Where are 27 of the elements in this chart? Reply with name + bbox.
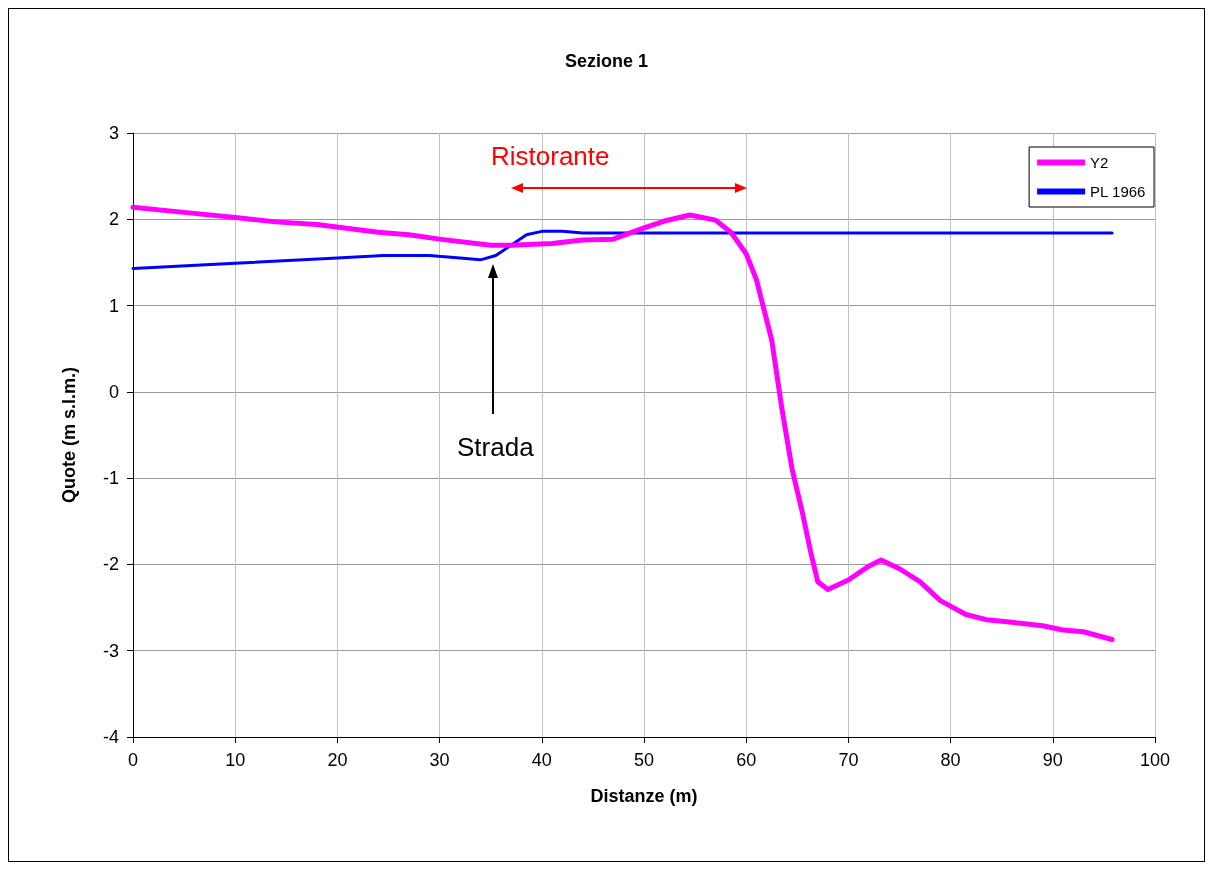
line-series <box>131 229 1114 270</box>
annotation: Strada <box>457 432 535 462</box>
annotation: Ristorante <box>491 141 610 171</box>
x-tick-label: 90 <box>1042 750 1063 770</box>
legend-label: Y2 <box>1090 154 1109 171</box>
y-tick-label: -2 <box>102 554 119 575</box>
x-tick-label: 0 <box>127 750 139 770</box>
y-tick-label: -3 <box>102 640 119 661</box>
x-tick-label: 40 <box>531 750 552 770</box>
x-tick-label: 10 <box>225 750 246 770</box>
x-tick-label: 80 <box>940 750 961 770</box>
y-tick-label: -4 <box>102 727 119 747</box>
y-tick-label: 3 <box>108 123 119 143</box>
y-tick-label: -1 <box>102 468 119 489</box>
x-tick-label: 60 <box>736 750 757 770</box>
x-tick-label: 50 <box>633 750 655 770</box>
y-tick-label: 0 <box>108 381 119 402</box>
x-axis-title: Distanze (m) <box>590 786 698 806</box>
x-tick-label: 30 <box>429 750 450 770</box>
chart-title: Sezione 1 <box>564 51 649 71</box>
x-tick-label: 20 <box>327 750 348 770</box>
y-tick-label: 2 <box>108 209 119 230</box>
legend-label: PL 1966 <box>1090 183 1146 200</box>
y-axis-title: Quote (m s.l.m.) <box>59 366 79 504</box>
x-tick-label: 70 <box>838 750 859 770</box>
y-tick-label: 1 <box>108 295 119 316</box>
x-tick-label: 100 <box>1139 750 1171 770</box>
